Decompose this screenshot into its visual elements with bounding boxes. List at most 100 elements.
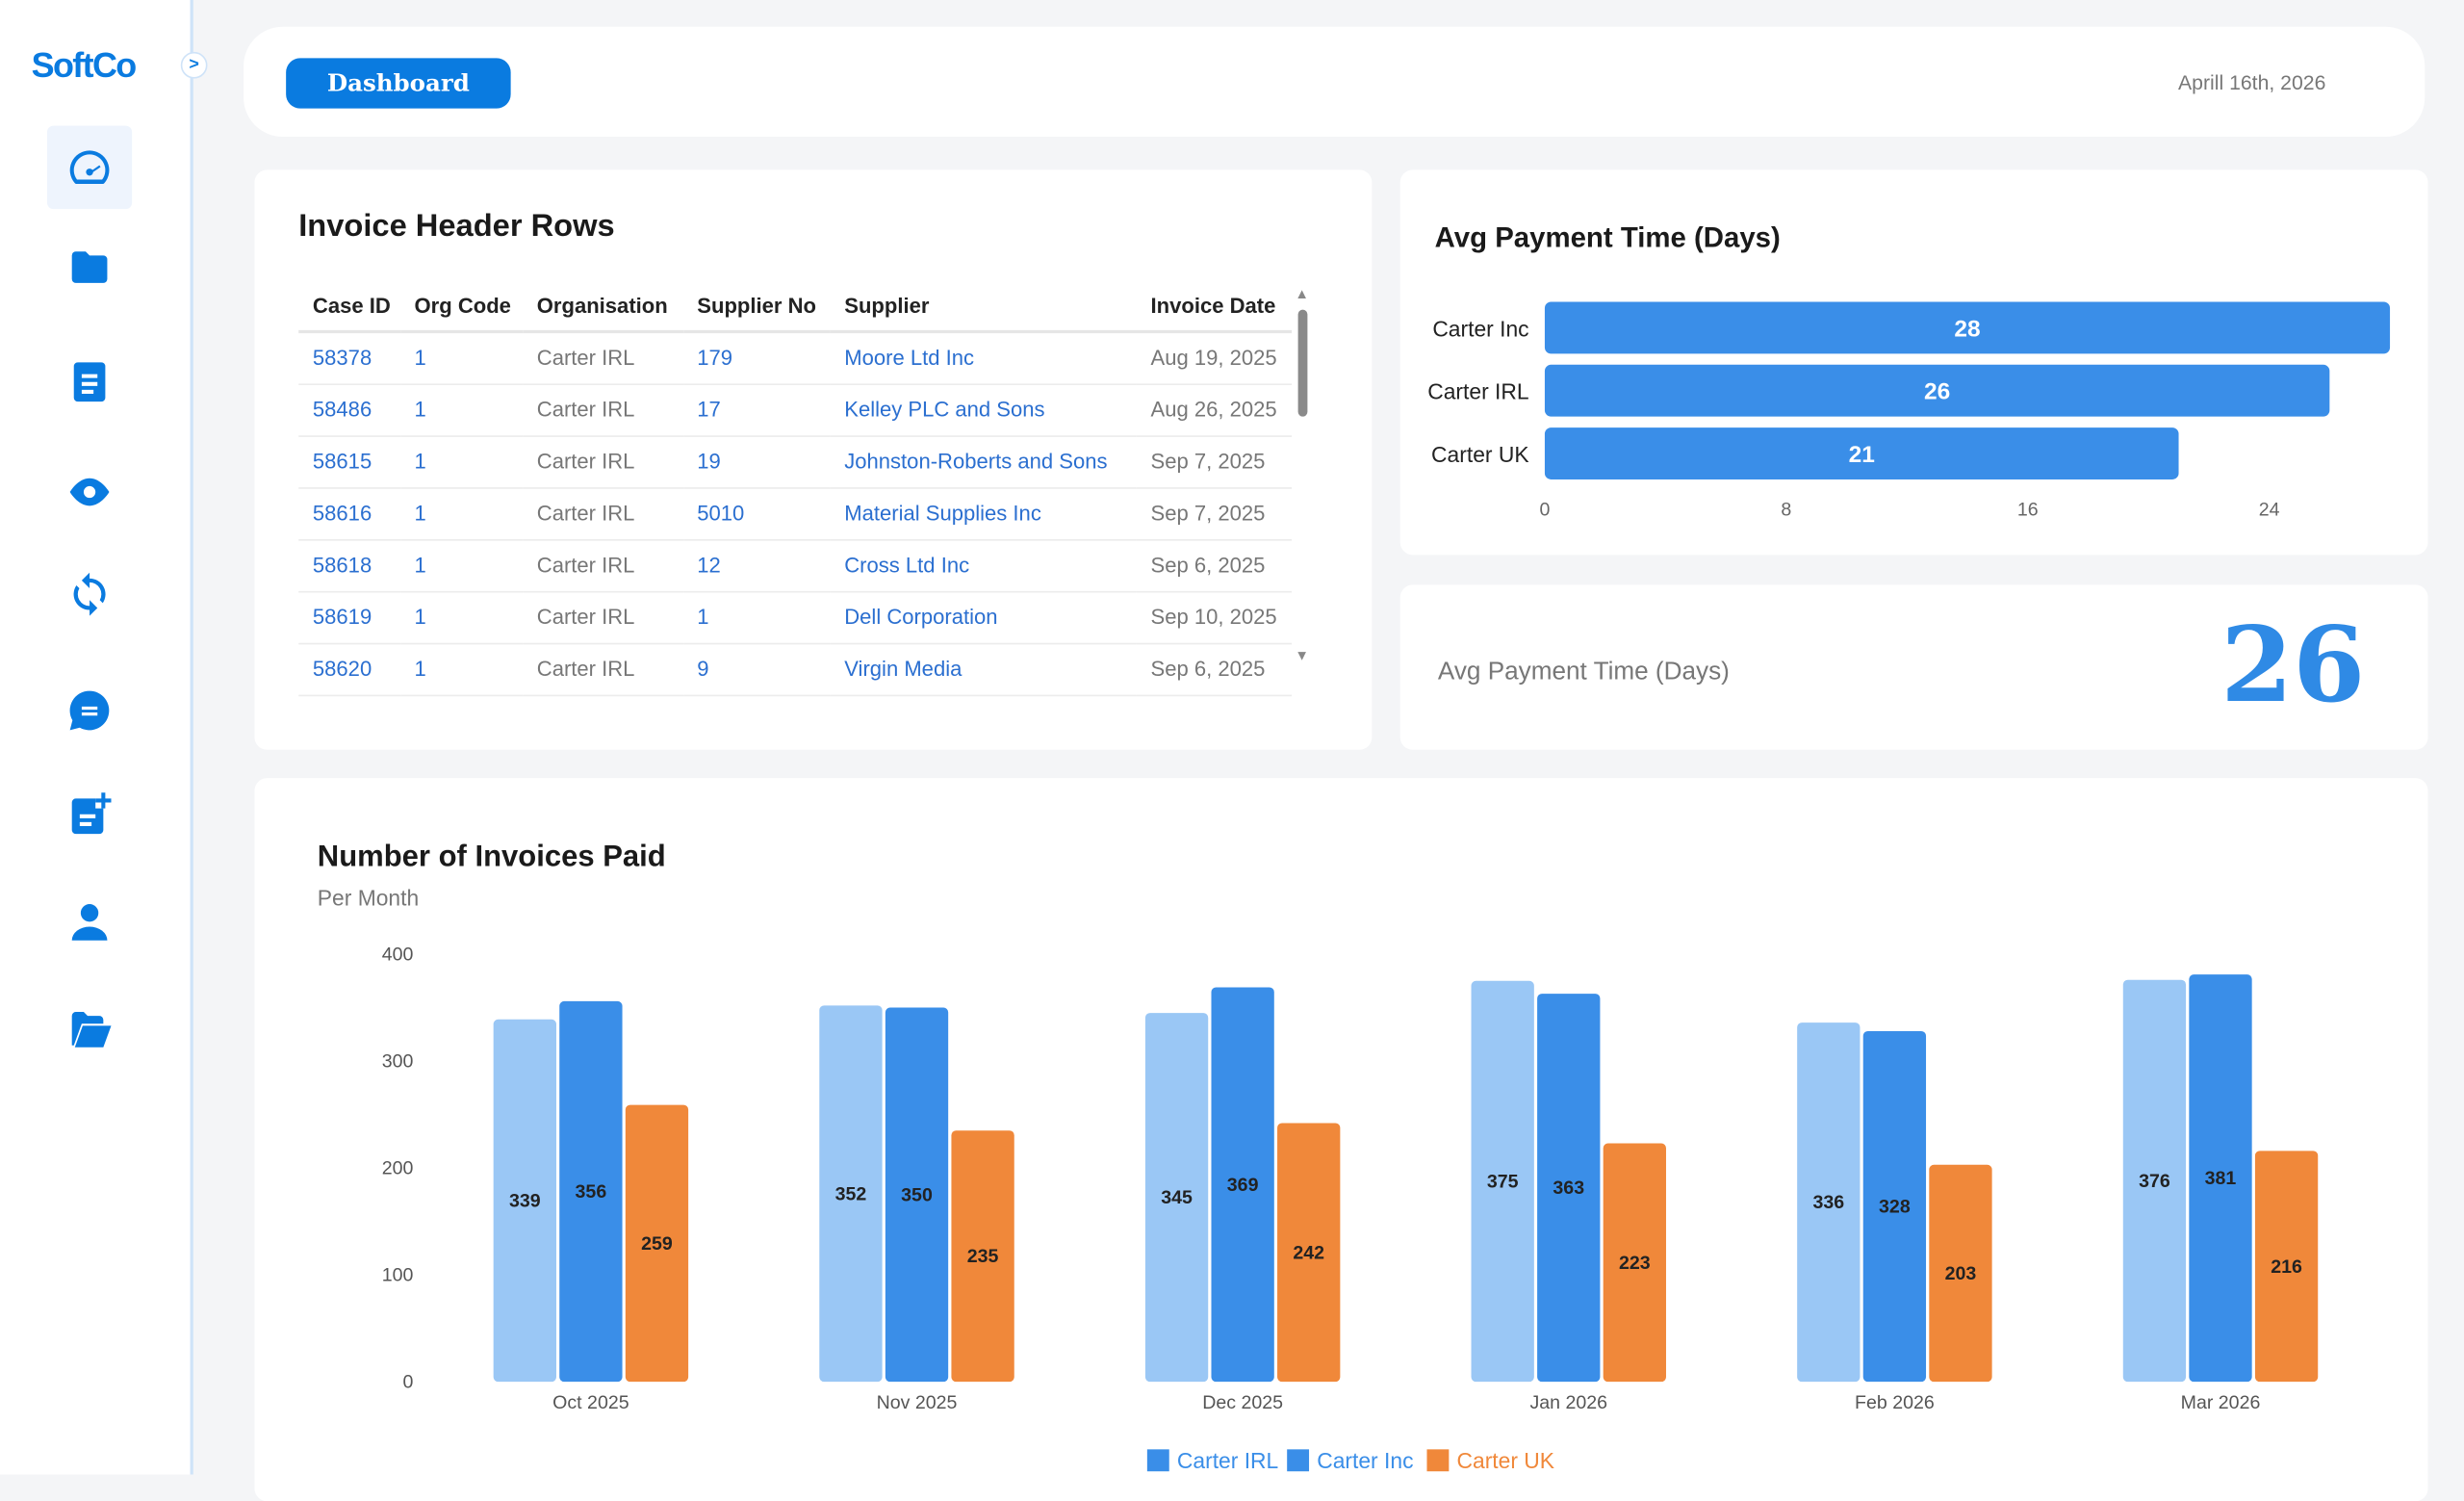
kpi-value: 26 <box>2220 603 2366 727</box>
organisation-cell: Carter IRL <box>523 590 683 644</box>
bar-value-label: 203 <box>1945 1263 1977 1284</box>
header-bar <box>244 26 2426 138</box>
bar-carter-irl <box>1471 980 1534 1383</box>
kpi-label: Avg Payment Time (Days) <box>1437 659 1730 686</box>
invoice-date-cell: Sep 7, 2025 <box>1136 435 1293 488</box>
sync-icon <box>73 571 106 615</box>
supplier-cell[interactable]: Moore Ltd Inc <box>830 331 1137 385</box>
bar <box>1544 364 2330 417</box>
nav-messages[interactable] <box>47 668 132 752</box>
folder-icon <box>71 250 108 283</box>
supplier-cell[interactable]: Johnston-Roberts and Sons <box>830 435 1137 488</box>
bar-value-label: 328 <box>1879 1197 1911 1218</box>
invoices-paid-chart-subtitle: Per Month <box>318 885 419 910</box>
supplier-no-cell: 5010 <box>682 487 831 540</box>
table-row[interactable]: 58615 1 Carter IRL 19 Johnston-Roberts and S… <box>298 435 1293 488</box>
bar-category-label: Carter IRL <box>1427 379 1528 404</box>
case-id-cell[interactable]: 58620 <box>298 642 400 696</box>
y-tick-label: 0 <box>403 1372 414 1393</box>
supplier-cell[interactable]: Kelley PLC and Sons <box>830 383 1137 437</box>
invoice-date-cell: Sep 10, 2025 <box>1136 590 1293 644</box>
case-id-cell[interactable]: 58616 <box>298 487 400 540</box>
case-id-cell[interactable]: 58619 <box>298 590 400 644</box>
table-row[interactable]: 58378 1 Carter IRL 179 Moore Ltd Inc Aug 19, … <box>298 331 1293 385</box>
bar-value-label: 375 <box>1487 1172 1519 1193</box>
nav-new-document[interactable] <box>47 772 132 856</box>
supplier-cell[interactable]: Material Supplies Inc <box>830 487 1137 540</box>
column-header[interactable]: Invoice Date <box>1136 279 1293 334</box>
sidebar-toggle-chevron-icon[interactable]: > <box>180 51 208 79</box>
bar-carter-irl <box>2122 979 2187 1383</box>
legend-swatch <box>1146 1449 1169 1472</box>
open-folder-icon <box>71 1011 112 1047</box>
legend-swatch <box>1426 1449 1450 1472</box>
nav-sync[interactable] <box>47 552 132 635</box>
legend-label: Carter Inc <box>1317 1448 1413 1473</box>
nav-review[interactable] <box>47 450 132 533</box>
nav-folder[interactable] <box>47 224 132 308</box>
supplier-no-cell: 1 <box>682 590 831 644</box>
column-header[interactable]: Org Code <box>399 279 524 334</box>
supplier-cell[interactable]: Dell Corporation <box>830 590 1137 644</box>
dashboard-button[interactable]: Dashboard <box>286 58 511 109</box>
nav-documents[interactable] <box>47 340 132 424</box>
table-row[interactable]: 58619 1 Carter IRL 1 Dell Corporation Sep 10,… <box>298 590 1293 644</box>
supplier-cell[interactable]: Virgin Media <box>830 642 1137 696</box>
bar-value-label: 223 <box>1619 1253 1651 1274</box>
organisation-cell: Carter IRL <box>523 487 683 540</box>
bar-value-label: 28 <box>1954 316 1980 342</box>
table-scrollbar[interactable]: ▲ ▼ <box>1294 286 1313 671</box>
org-code-cell: 1 <box>399 435 524 488</box>
nav-dashboard[interactable] <box>46 125 133 210</box>
scrollbar-thumb[interactable] <box>1297 309 1308 417</box>
column-header[interactable]: Organisation <box>523 279 683 334</box>
table-row[interactable]: 58486 1 Carter IRL 17 Kelley PLC and Sons Aug… <box>298 383 1293 437</box>
invoice-table-title: Invoice Header Rows <box>298 209 615 245</box>
bar-value-label: 21 <box>1849 442 1875 468</box>
x-tick-label: 8 <box>1781 500 1791 521</box>
nav-archive[interactable] <box>47 987 132 1071</box>
case-id-cell[interactable]: 58618 <box>298 539 400 592</box>
softco-logo: SoftCo <box>31 45 138 86</box>
add-document-icon <box>71 791 112 834</box>
bar-value-label: 376 <box>2139 1171 2170 1192</box>
bar-value-label: 235 <box>967 1246 999 1267</box>
supplier-no-cell: 12 <box>682 539 831 592</box>
invoice-table-card: Invoice Header Rows Case ID Org Code Organ… <box>254 169 1373 750</box>
bar-value-label: 336 <box>1812 1192 1844 1213</box>
y-tick-label: 300 <box>382 1051 414 1073</box>
invoice-date-cell: Aug 19, 2025 <box>1136 331 1293 385</box>
eye-icon <box>69 477 110 505</box>
supplier-no-cell: 19 <box>682 435 831 488</box>
column-header[interactable]: Supplier No <box>682 279 831 334</box>
case-id-cell[interactable]: 58378 <box>298 331 400 385</box>
bar-category-label: Carter UK <box>1431 442 1529 467</box>
supplier-cell[interactable]: Cross Ltd Inc <box>830 539 1137 592</box>
scroll-up-arrow-icon[interactable]: ▲ <box>1295 286 1309 302</box>
x-tick-label: Oct 2025 <box>552 1392 629 1413</box>
column-header[interactable]: Supplier <box>830 279 1137 334</box>
table-row[interactable]: 58616 1 Carter IRL 5010 Material Supplies In… <box>298 487 1293 540</box>
bar-carter-irl <box>1144 1013 1209 1383</box>
invoice-date-cell: Sep 6, 2025 <box>1136 642 1293 696</box>
bar <box>1544 427 2179 479</box>
org-code-cell: 1 <box>399 331 524 385</box>
bar-carter-uk <box>951 1130 1014 1383</box>
bar <box>1544 301 2391 354</box>
table-row[interactable]: 58618 1 Carter IRL 12 Cross Ltd Inc Sep 6, 20… <box>298 539 1293 592</box>
document-icon <box>73 361 106 401</box>
x-tick-label: Mar 2026 <box>2181 1392 2261 1413</box>
org-code-cell: 1 <box>399 642 524 696</box>
column-header[interactable]: Case ID <box>298 279 400 334</box>
bar-carter-inc <box>1211 987 1274 1383</box>
x-tick-label: 0 <box>1539 500 1550 521</box>
nav-users[interactable] <box>47 880 132 964</box>
bar-carter-inc <box>1537 994 1601 1383</box>
invoices-paid-chart-title: Number of Invoices Paid <box>318 840 666 873</box>
case-id-cell[interactable]: 58486 <box>298 383 400 437</box>
table-row[interactable]: 58620 1 Carter IRL 9 Virgin Media Sep 6, 2025 <box>298 642 1293 696</box>
scroll-down-arrow-icon[interactable]: ▼ <box>1295 647 1309 663</box>
case-id-cell[interactable]: 58615 <box>298 435 400 488</box>
bar-value-label: 369 <box>1227 1175 1259 1196</box>
chat-icon <box>69 689 110 730</box>
